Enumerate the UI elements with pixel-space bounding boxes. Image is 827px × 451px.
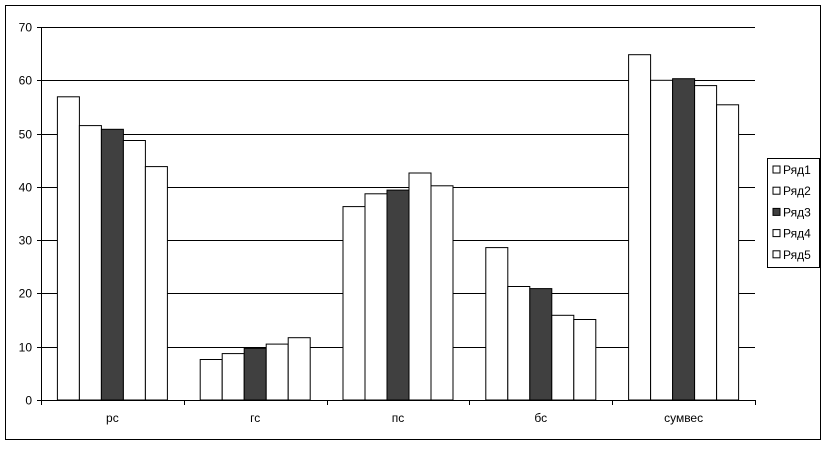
- bar: [672, 78, 696, 401]
- legend-swatch: [772, 250, 781, 259]
- bar: [485, 247, 509, 401]
- bar: [221, 353, 245, 401]
- bar: [694, 85, 718, 401]
- x-tick-label: гс: [250, 411, 260, 425]
- bar: [144, 166, 168, 401]
- legend-label: Ряд4: [783, 227, 811, 241]
- bar: [56, 96, 80, 401]
- y-tick-label: 40: [19, 181, 33, 195]
- y-tick-label: 30: [19, 234, 33, 248]
- legend-swatch: [772, 229, 781, 238]
- bar: [342, 206, 366, 401]
- bar: [386, 189, 410, 401]
- bar: [716, 104, 740, 401]
- axes: 0 10 20 30 40 50 60 70 рс гс пс бс сумвес: [19, 21, 756, 425]
- x-tick-label: бс: [534, 411, 547, 425]
- bar: [100, 128, 124, 401]
- legend: Ряд1 Ряд2 Ряд3 Ряд4 Ряд5: [767, 158, 820, 268]
- y-tick-label: 0: [25, 394, 32, 408]
- legend-label: Ряд3: [783, 205, 811, 219]
- legend-label: Ряд1: [783, 163, 811, 177]
- y-tick-label: 60: [19, 74, 33, 88]
- bar: [529, 288, 553, 401]
- bar: [628, 54, 652, 401]
- bar: [430, 185, 454, 401]
- bar: [364, 193, 388, 401]
- bar: [408, 172, 432, 401]
- legend-label: Ряд2: [783, 184, 811, 198]
- bars: [56, 54, 740, 401]
- legend-swatch: [772, 186, 781, 195]
- bar: [551, 314, 575, 401]
- y-tick-label: 70: [19, 21, 33, 35]
- bar: [122, 140, 146, 401]
- bar: [287, 337, 311, 401]
- y-tick-label: 50: [19, 128, 33, 142]
- bar: [650, 79, 674, 401]
- y-tick-label: 10: [19, 341, 33, 355]
- x-tick-label: рс: [106, 411, 119, 425]
- bar: [265, 343, 289, 401]
- y-tick-label: 20: [19, 287, 33, 301]
- bar: [573, 319, 597, 401]
- x-tick-label: пс: [392, 411, 405, 425]
- bar: [243, 347, 267, 401]
- legend-swatch: [772, 207, 781, 216]
- bar: [78, 125, 102, 401]
- legend-label: Ряд5: [783, 248, 811, 262]
- legend-swatch: [772, 165, 781, 174]
- bar: [507, 286, 531, 401]
- bar: [199, 359, 223, 401]
- x-tick-label: сумвес: [664, 411, 703, 425]
